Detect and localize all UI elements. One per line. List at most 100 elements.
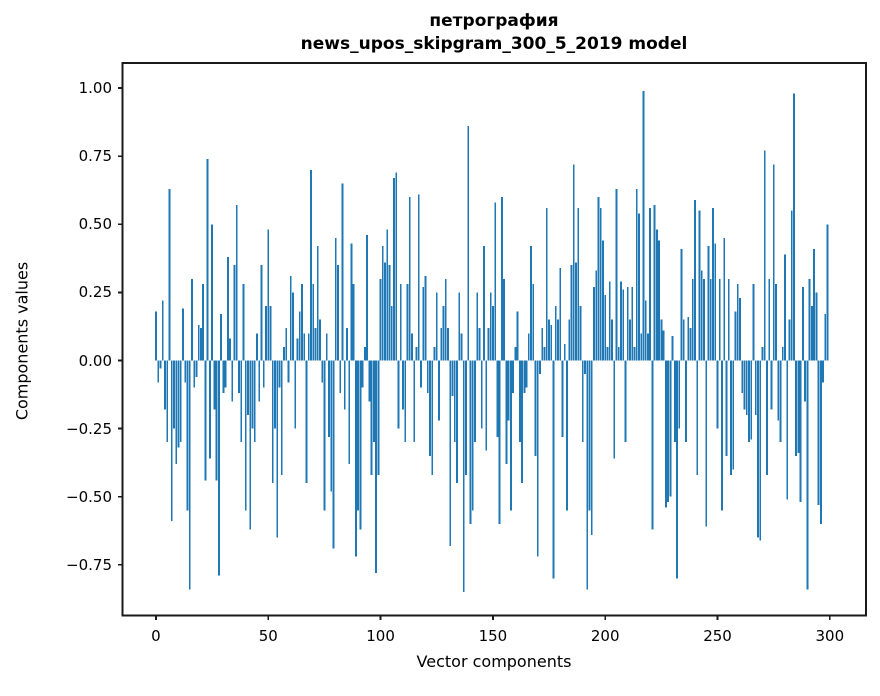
bar [431, 360, 434, 475]
bar [390, 306, 393, 361]
bar [824, 314, 827, 361]
bar [521, 360, 523, 484]
bar [469, 360, 472, 524]
bar [440, 327, 443, 361]
bar [325, 333, 328, 361]
bar [822, 360, 824, 383]
bar [368, 360, 371, 402]
bar [256, 333, 258, 361]
bar [608, 281, 611, 361]
bar [552, 360, 555, 579]
bar [195, 360, 198, 377]
bar [516, 311, 519, 361]
bar [568, 319, 571, 361]
bar [646, 333, 649, 361]
bar [622, 289, 625, 361]
bar [337, 265, 339, 361]
bar [736, 284, 739, 361]
bar [265, 306, 267, 361]
bar [375, 360, 377, 573]
bar [447, 327, 449, 361]
bar [631, 286, 634, 361]
bar [810, 306, 813, 361]
bar [173, 360, 175, 429]
bar [561, 360, 564, 437]
bar [388, 265, 391, 361]
bar [274, 360, 276, 429]
bar [402, 360, 404, 410]
bar [525, 360, 528, 388]
bar [772, 164, 775, 361]
bar [357, 360, 360, 511]
x-tick-label: 0 [151, 627, 161, 645]
bar [413, 360, 416, 443]
bar [696, 360, 699, 475]
bar [741, 360, 744, 394]
bar [548, 319, 550, 361]
bar [202, 284, 205, 361]
bar [505, 360, 508, 465]
bar [298, 311, 301, 361]
bar [518, 360, 521, 443]
bar [321, 360, 324, 383]
bar [269, 306, 272, 361]
y-axis-label: Components values [12, 261, 32, 421]
bar [406, 284, 409, 361]
bar [557, 319, 559, 361]
bar [541, 327, 544, 361]
bar [350, 243, 353, 361]
bar [676, 360, 678, 579]
bar [359, 360, 362, 530]
bar [328, 360, 330, 437]
bar [721, 360, 723, 511]
bar [595, 270, 598, 361]
bar [678, 360, 681, 429]
x-tick-label: 50 [258, 627, 278, 645]
bar [204, 360, 207, 481]
x-tick-label: 100 [366, 627, 395, 645]
bar [734, 311, 737, 361]
bar [363, 346, 366, 361]
bar [348, 360, 351, 465]
bar [611, 319, 613, 361]
bar [253, 360, 256, 443]
bar [691, 278, 694, 361]
bar [294, 360, 297, 429]
bar [155, 311, 157, 361]
bar [667, 360, 670, 503]
bar [465, 360, 467, 475]
bar [757, 360, 759, 538]
bar [615, 188, 618, 361]
bar [500, 197, 503, 361]
bar [602, 240, 604, 361]
bar [435, 292, 438, 361]
bar [604, 295, 607, 361]
y-tick-label: 0.00 [78, 351, 112, 370]
bar [588, 360, 591, 511]
bar [543, 346, 546, 361]
bar [220, 314, 223, 361]
x-tick-label: 200 [590, 627, 620, 645]
bar [606, 346, 609, 361]
bar [509, 360, 512, 511]
bar [613, 360, 616, 459]
bar [422, 286, 425, 361]
bar [745, 360, 748, 415]
bar [539, 360, 541, 375]
bar [168, 188, 171, 361]
bar [804, 360, 807, 402]
bar [170, 360, 173, 522]
bar [449, 360, 452, 546]
y-tick-label: 1.00 [78, 79, 112, 98]
bar [395, 172, 398, 361]
x-tick-label: 300 [815, 627, 845, 645]
bar [487, 327, 490, 361]
bar [550, 325, 553, 361]
bar [489, 292, 492, 361]
bar [718, 278, 721, 361]
y-tick-label: −0.25 [66, 419, 112, 438]
bar [471, 360, 474, 511]
bar [687, 316, 690, 361]
bar [166, 360, 169, 443]
bar [474, 360, 476, 443]
